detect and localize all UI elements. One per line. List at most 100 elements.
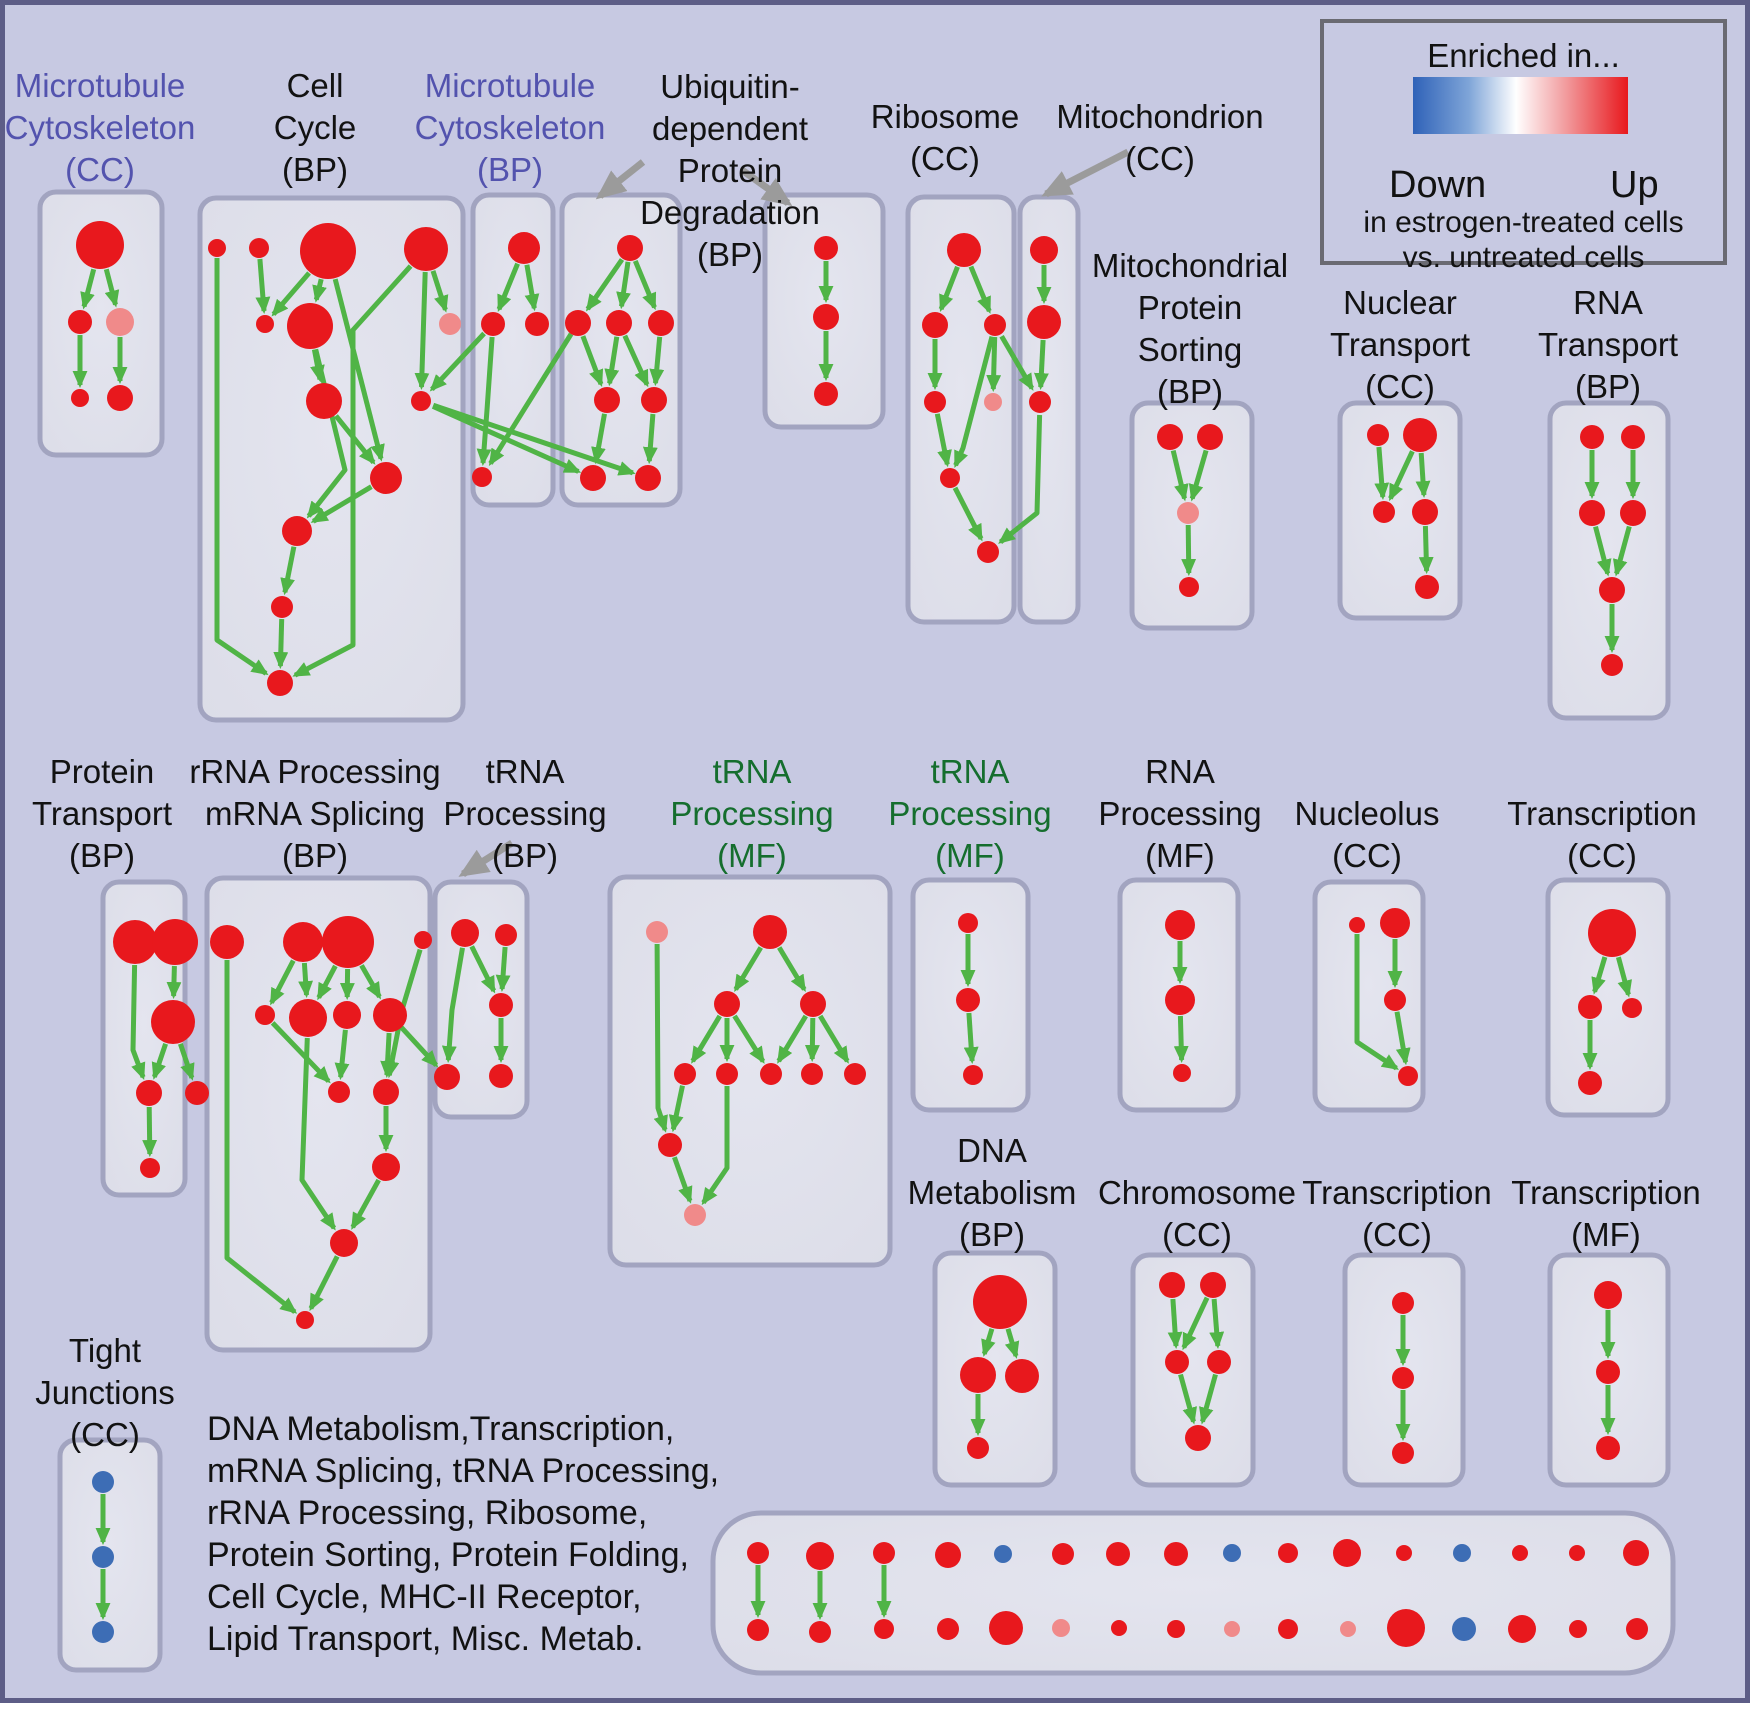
cluster-label-trna-processing-mf-small-line0: tRNA <box>931 753 1010 790</box>
go-term-node-nucleolus-cc-d <box>1398 1066 1418 1086</box>
go-term-node-mitochondrion-cc-a <box>1030 236 1058 264</box>
cluster-label-tight-junctions-cc-line1: Junctions <box>35 1374 174 1411</box>
go-term-node-trna-processing-mf-small-b <box>956 988 980 1012</box>
go-term-node-cell-cycle-bp-b <box>249 238 269 258</box>
edge-microtubule-cytoskeleton-bp-a-c <box>524 264 540 312</box>
go-term-node-misc-terms-c10b <box>1278 1619 1298 1639</box>
edge-rna-transport-bp-d-e <box>1612 525 1632 577</box>
cluster-label-transcription-mf-line0: Transcription <box>1511 1174 1701 1211</box>
cluster-label-transcription-cc-upper-line1: (CC) <box>1567 837 1637 874</box>
edge-cell-cycle-bp-a-m <box>214 258 269 676</box>
layer-nodes <box>68 221 1649 1647</box>
go-term-node-rrna-processing-mrna-splicing-bp-i <box>328 1081 350 1103</box>
cluster-label-chromosome-cc-line1: (CC) <box>1162 1216 1232 1253</box>
go-term-node-chromosome-cc-c <box>1165 1350 1189 1374</box>
edge-cell-cycle-bp-c-e <box>271 271 311 317</box>
edge-ubiquitin-dependent-protein-degradation-bp-c-e <box>604 336 620 387</box>
go-term-node-transcription-cc-lower-b <box>1392 1367 1414 1389</box>
go-term-node-misc-terms-c2t <box>806 1542 834 1570</box>
go-term-node-cell-cycle-bp-k <box>282 516 312 546</box>
go-term-node-trna-processing-bp-a <box>451 919 479 947</box>
go-term-node-mitochondrial-protein-sorting-bp-c <box>1177 502 1199 524</box>
go-term-node-misc-terms-c13t <box>1453 1544 1471 1562</box>
cluster-label-transcription-cc-lower-line1: (CC) <box>1362 1216 1432 1253</box>
go-term-node-ubiquitin-dependent-protein-degradation-bp-e <box>594 387 620 413</box>
go-term-node-ribosome-cc-b <box>922 312 948 338</box>
go-term-node-ubiquitin-dependent-protein-degradation-bp-a <box>617 235 643 261</box>
go-term-node-cell-cycle-bp-i <box>411 391 431 411</box>
edge-trna-processing-bp-b-c <box>495 946 511 993</box>
edge-chromosome-cc-d-e <box>1199 1373 1218 1425</box>
cluster-label-trna-processing-bp-line1: Processing <box>443 795 606 832</box>
go-term-node-misc-terms-c8t <box>1164 1542 1188 1566</box>
go-term-node-trna-processing-mf-large-d <box>800 991 826 1017</box>
cluster-label-trna-processing-mf-large-line2: (MF) <box>717 837 787 874</box>
cluster-label-dna-metabolism-bp-line1: Metabolism <box>908 1174 1077 1211</box>
go-term-node-cell-cycle-bp-c <box>300 223 356 279</box>
go-term-node-misc-terms-c13b <box>1452 1617 1476 1641</box>
edge-cell-cycle-bp-b-e <box>255 258 271 315</box>
go-term-node-ubiquitin-degradation-bp-2-a <box>814 236 838 260</box>
footnote-line: Lipid Transport, Misc. Metab. <box>207 1620 644 1658</box>
edge-transcription-cc-upper-a-b <box>1591 956 1608 995</box>
go-term-node-transcription-mf-b <box>1596 1360 1620 1384</box>
edge-ubiquitin-dependent-protein-degradation-bp-e-g <box>591 413 607 465</box>
footnote-line: Protein Sorting, Protein Folding, <box>207 1536 689 1574</box>
edge-mitochondrial-protein-sorting-bp-c-d <box>1181 524 1197 577</box>
go-term-node-tight-junctions-cc-b <box>92 1546 114 1568</box>
edge-cell-cycle-bp-k-l <box>280 546 297 596</box>
go-term-node-nucleolus-cc-c <box>1384 989 1406 1011</box>
edge-protein-transport-bp-c-d <box>151 1042 168 1080</box>
cluster-label-tight-junctions-cc-line2: (CC) <box>70 1416 140 1453</box>
edge-protein-transport-bp-c-e <box>178 1042 195 1081</box>
edge-trna-processing-bp-a-d <box>441 947 465 1064</box>
go-term-node-chromosome-cc-a <box>1159 1272 1185 1298</box>
go-term-node-ubiquitin-degradation-bp-2-c <box>814 382 838 406</box>
go-term-node-transcription-mf-c <box>1596 1436 1620 1460</box>
go-term-node-dna-metabolism-bp-a <box>973 1275 1027 1329</box>
go-term-node-cell-cycle-bp-m <box>267 670 293 696</box>
edge-chromosome-cc-c-e <box>1178 1373 1197 1425</box>
go-term-node-rna-transport-bp-d <box>1620 500 1646 526</box>
go-term-node-ubiquitin-dependent-protein-degradation-bp-b <box>565 310 591 336</box>
edge-ubiquitin-dependent-protein-degradation-bp-f-h <box>642 413 658 465</box>
go-term-node-trna-processing-mf-large-j <box>658 1133 682 1157</box>
go-term-node-nuclear-transport-cc-c <box>1373 501 1395 523</box>
misc-terms-footnote: DNA Metabolism,Transcription, mRNA Splic… <box>207 1408 719 1660</box>
cluster-box-nuclear-transport-cc <box>1337 400 1463 621</box>
go-term-node-microtubule-cytoskeleton-cc-d <box>71 389 89 407</box>
edge-trna-processing-mf-large-a-j <box>653 943 668 1133</box>
go-term-node-misc-terms-c4t <box>935 1542 961 1568</box>
cluster-label-transcription-cc-upper-line0: Transcription <box>1507 795 1697 832</box>
legend-title: Enriched in... <box>1427 37 1620 74</box>
go-term-node-trna-processing-mf-large-f <box>716 1063 738 1085</box>
edge-nucleolus-cc-a-d <box>1354 934 1399 1071</box>
cluster-box-microtubule-cytoskeleton-cc <box>37 189 165 458</box>
go-term-node-rrna-processing-mrna-splicing-bp-h <box>373 998 407 1032</box>
edge-cell-cycle-bp-l-m <box>273 618 289 670</box>
edge-rrna-processing-mrna-splicing-bp-c-h <box>359 964 382 1000</box>
edge-cell-cycle-bp-d-m <box>292 264 413 678</box>
go-term-node-trna-processing-mf-large-b <box>753 915 787 949</box>
go-term-node-misc-terms-c3t <box>873 1542 895 1564</box>
go-term-node-misc-terms-c11b <box>1340 1621 1356 1637</box>
edge-nucleolus-cc-c-d <box>1394 1011 1411 1066</box>
cluster-label-rna-transport-bp-line1: Transport <box>1538 326 1678 363</box>
cluster-box-chromosome-cc <box>1130 1252 1256 1488</box>
go-term-node-nuclear-transport-cc-a <box>1367 424 1389 446</box>
go-term-node-microtubule-cytoskeleton-bp-c <box>525 312 549 336</box>
cluster-label-protein-transport-bp-line2: (BP) <box>69 837 135 874</box>
edge-cell-cycle-bp-d-i <box>414 271 430 391</box>
edge-mitochondrial-protein-sorting-bp-b-c <box>1188 449 1209 502</box>
cluster-label-transcription-mf-line1: (MF) <box>1571 1216 1641 1253</box>
go-term-node-rna-transport-bp-e <box>1599 577 1625 603</box>
go-term-node-misc-terms-c14b <box>1508 1615 1536 1643</box>
cluster-label-microtubule-cytoskeleton-cc-line1: Cytoskeleton <box>5 109 196 146</box>
cluster-label-microtubule-cytoskeleton-bp-line2: (BP) <box>477 151 543 188</box>
go-term-node-microtubule-cytoskeleton-cc-e <box>107 385 133 411</box>
go-term-node-protein-transport-bp-a <box>113 920 157 964</box>
go-term-node-rna-transport-bp-f <box>1601 654 1623 676</box>
go-term-node-rrna-processing-mrna-splicing-bp-j <box>373 1079 399 1105</box>
